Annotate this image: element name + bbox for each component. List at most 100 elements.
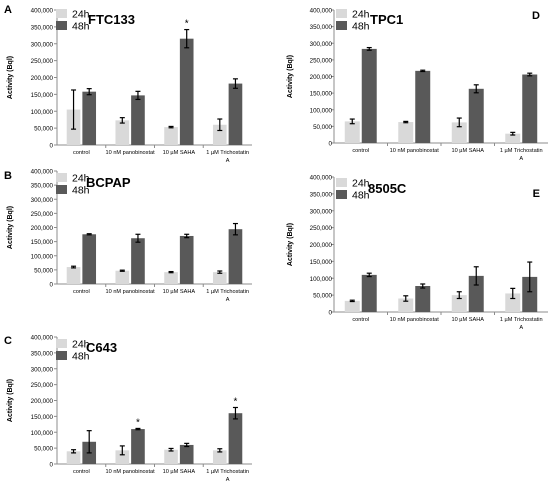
y-tick-label: 0: [329, 310, 333, 317]
chart-panel-d: D 0 50,000 100,000 150,000 200,000 250,000 300,…: [287, 8, 548, 162]
y-tick-label: 300,000: [31, 197, 54, 204]
y-tick-label: 250,000: [31, 58, 54, 65]
y-tick-label: 250,000: [31, 382, 54, 389]
bar-48h: [131, 238, 145, 284]
y-tick-label: 150,000: [310, 91, 333, 98]
y-axis-label: Activity (Bql): [287, 55, 294, 98]
y-tick-label: 150,000: [31, 414, 54, 421]
y-axis-label: Activity (Bql): [7, 379, 14, 422]
x-tick-label: control: [73, 469, 90, 475]
bar-24h: [212, 272, 227, 284]
bar-24h: [115, 270, 130, 284]
bar-48h: [82, 234, 97, 284]
bar-24h: [398, 298, 414, 312]
y-tick-label: 350,000: [31, 183, 54, 190]
x-tick-label: 10 µM SAHA: [452, 148, 485, 154]
bar-48h: [468, 275, 484, 312]
legend-label-48h: 48h: [352, 21, 370, 33]
bar-24h: [344, 121, 360, 143]
significance-marker: *: [136, 417, 140, 428]
x-tick-label: 1 µM Trichostatin: [206, 289, 249, 295]
x-tick-label: A: [226, 477, 230, 483]
legend-label-24h: 24h: [352, 9, 370, 21]
y-tick-label: 150,000: [310, 259, 333, 266]
y-tick-label: 150,000: [31, 239, 54, 246]
y-tick-label: 400,000: [31, 169, 54, 176]
y-tick-label: 0: [50, 282, 54, 289]
chart-panel-c: C 0 50,000 100,000 150,000 200,000 250,000 300,…: [4, 335, 252, 483]
y-tick-label: 200,000: [310, 242, 333, 249]
bar-24h: [451, 122, 467, 143]
x-tick-label: 10 µM SAHA: [452, 317, 485, 323]
y-tick-label: 200,000: [310, 74, 333, 81]
y-tick-label: 0: [50, 462, 54, 469]
bar-48h: [179, 235, 194, 284]
y-tick-label: 50,000: [313, 124, 332, 131]
x-tick-label: A: [519, 156, 523, 162]
y-tick-label: 50,000: [313, 293, 332, 300]
bar-24h: [164, 127, 178, 145]
bar-24h: [398, 122, 414, 143]
legend-swatch-24h: [56, 339, 67, 348]
y-tick-label: 350,000: [31, 24, 54, 31]
legend-label-24h: 24h: [352, 178, 370, 190]
x-tick-label: 1 µM Trichostatin: [206, 150, 249, 156]
y-tick-label: 350,000: [31, 350, 54, 357]
bar-24h: [164, 449, 178, 464]
chart-title: 8505C: [368, 181, 407, 196]
y-tick-label: 0: [50, 143, 54, 150]
y-tick-label: 300,000: [310, 208, 333, 215]
x-tick-label: A: [226, 297, 230, 303]
bar-48h: [361, 48, 377, 144]
panel-letter: A: [4, 4, 12, 16]
legend-swatch-24h: [336, 178, 347, 187]
bar-48h: [228, 83, 243, 145]
bar-24h: [505, 293, 521, 312]
panel-letter: E: [533, 188, 540, 200]
y-tick-label: 250,000: [310, 57, 333, 64]
y-tick-label: 300,000: [310, 41, 333, 48]
bar-48h: [415, 70, 431, 143]
chart-title: BCPAP: [86, 175, 131, 190]
y-tick-label: 400,000: [31, 335, 54, 342]
bar-48h: [131, 429, 145, 464]
y-tick-label: 100,000: [310, 107, 333, 114]
y-tick-label: 300,000: [31, 366, 54, 373]
x-tick-label: control: [73, 289, 90, 295]
bar-48h: [179, 38, 194, 145]
bar-48h: [468, 88, 484, 143]
y-tick-label: 50,000: [34, 267, 53, 274]
legend-swatch-48h: [336, 21, 347, 30]
x-tick-label: control: [73, 150, 90, 156]
bar-24h: [115, 450, 130, 464]
bar-48h: [522, 74, 538, 143]
legend-label-48h: 48h: [72, 185, 90, 197]
x-tick-label: 1 µM Trichostatin: [206, 469, 249, 475]
x-tick-label: 10 µM SAHA: [163, 469, 196, 475]
y-axis-label: Activity (Bql): [287, 223, 294, 266]
legend-label-48h: 48h: [352, 190, 370, 202]
legend-swatch-48h: [336, 190, 347, 199]
legend-label-48h: 48h: [72, 351, 90, 363]
bar-24h: [164, 272, 178, 284]
y-tick-label: 200,000: [31, 75, 54, 82]
x-tick-label: 10 nM panobinostat: [390, 317, 440, 323]
chart-title: FTC133: [88, 12, 135, 27]
y-tick-label: 50,000: [34, 446, 53, 453]
bar-48h: [228, 413, 243, 464]
chart-panel-b: B 0 50,000 100,000 150,000 200,000 250,000 300,…: [4, 169, 252, 303]
y-tick-label: 100,000: [31, 253, 54, 260]
chart-title: C643: [86, 340, 117, 355]
legend-swatch-24h: [56, 173, 67, 182]
bar-48h: [361, 274, 377, 312]
bar-48h: [179, 444, 194, 464]
y-axis-label: Activity (Bql): [7, 56, 14, 99]
legend-label-48h: 48h: [72, 21, 90, 33]
x-tick-label: A: [226, 158, 230, 164]
bar-24h: [505, 133, 521, 143]
x-tick-label: 10 nM panobinostat: [106, 469, 156, 475]
y-tick-label: 100,000: [31, 430, 54, 437]
legend-label-24h: 24h: [72, 339, 90, 351]
